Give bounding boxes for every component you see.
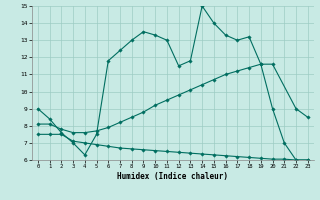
X-axis label: Humidex (Indice chaleur): Humidex (Indice chaleur) xyxy=(117,172,228,181)
